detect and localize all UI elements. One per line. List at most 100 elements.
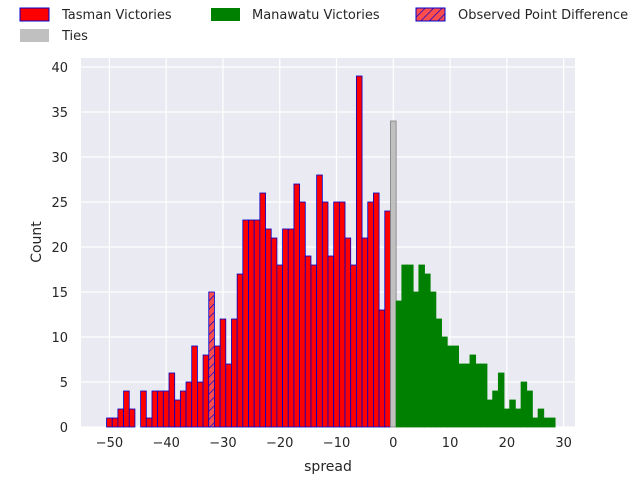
y-axis-label: Count xyxy=(29,221,45,263)
bar-tasman-victories xyxy=(168,372,176,428)
bar-tasman-victories xyxy=(384,210,391,428)
bar-tasman-victories xyxy=(140,390,147,428)
x-axis-label: spread xyxy=(304,459,352,475)
bar-manawatu-victories xyxy=(418,264,425,428)
bar-tasman-victories xyxy=(157,390,164,428)
y-tick-label: 30 xyxy=(51,151,68,166)
bar-manawatu-victories xyxy=(395,300,403,428)
x-tick-label: −10 xyxy=(323,436,350,451)
bar-manawatu-victories xyxy=(435,318,442,428)
bar-tasman-victories xyxy=(310,264,318,428)
legend-label-tasman: Tasman Victories xyxy=(61,8,172,23)
bar-manawatu-victories xyxy=(520,381,528,428)
bar-tasman-victories xyxy=(117,408,124,428)
bar-tasman-victories xyxy=(287,228,295,428)
bar-manawatu-victories xyxy=(509,399,516,428)
bar-manawatu-victories xyxy=(503,408,511,428)
bar-manawatu-victories xyxy=(492,390,499,428)
bar-tasman-victories xyxy=(111,417,119,428)
x-tick-label: 30 xyxy=(555,436,572,451)
x-tick-label: 10 xyxy=(442,436,459,451)
bar-tasman-victories xyxy=(145,417,153,428)
y-tick-label: 40 xyxy=(51,61,68,76)
bar-tasman-victories xyxy=(344,237,352,428)
bar-tasman-victories xyxy=(185,381,193,428)
bar-tasman-victories xyxy=(327,255,335,428)
bar-manawatu-victories xyxy=(532,417,539,428)
bar-tasman-victories xyxy=(265,228,272,428)
bar-manawatu-victories xyxy=(486,399,494,428)
bar-tasman-victories xyxy=(236,273,244,428)
bar-manawatu-victories xyxy=(441,336,448,428)
bar-tasman-victories xyxy=(197,381,204,428)
bar-manawatu-victories xyxy=(480,363,488,428)
bar-tasman-victories xyxy=(282,228,289,428)
bar-tasman-victories xyxy=(304,255,312,428)
bar-tasman-victories xyxy=(106,417,113,428)
x-tick-label: −20 xyxy=(266,436,293,451)
bar-tasman-victories xyxy=(123,390,130,428)
x-tick-label: −30 xyxy=(209,436,236,451)
y-tick-label: 35 xyxy=(51,106,68,121)
legend-swatch-tasman xyxy=(19,7,50,22)
legend-label-ties: Ties xyxy=(61,29,88,44)
bar-manawatu-victories xyxy=(469,354,477,428)
bar-tasman-victories xyxy=(253,219,261,428)
bar-tasman-victories xyxy=(202,354,210,428)
bar-tasman-victories xyxy=(355,75,363,428)
bar-tasman-victories xyxy=(128,408,136,428)
x-tick-label: −40 xyxy=(152,436,179,451)
bar-tasman-victories xyxy=(151,390,159,428)
bar-manawatu-victories xyxy=(452,345,459,428)
y-tick-label: 20 xyxy=(51,241,68,256)
bar-manawatu-victories xyxy=(463,363,471,428)
x-tick-label: −50 xyxy=(96,436,123,451)
legend: Tasman Victories Manawatu Victories Obse… xyxy=(19,7,628,44)
y-tick-labels: 0 5 10 15 20 25 30 35 40 xyxy=(51,61,68,436)
bar-tasman-victories xyxy=(321,201,329,428)
y-tick-label: 25 xyxy=(51,196,68,211)
bar-tasman-victories xyxy=(373,192,380,428)
bar-manawatu-victories xyxy=(549,417,556,428)
bar-tasman-victories xyxy=(299,201,306,428)
bar-tasman-victories xyxy=(276,264,283,428)
bar-tasman-victories xyxy=(259,192,266,428)
bar-tasman-victories xyxy=(350,264,357,428)
bar-observed-hatch xyxy=(208,292,215,427)
bar-tasman-victories xyxy=(231,318,238,428)
bar-tasman-victories xyxy=(248,219,255,428)
bar-tasman-victories xyxy=(242,219,249,428)
bar-tasman-victories xyxy=(338,201,346,428)
y-tick-label: 0 xyxy=(60,421,68,436)
bar-manawatu-victories xyxy=(429,291,437,428)
y-tick-label: 15 xyxy=(51,286,68,301)
bar-tasman-victories xyxy=(219,318,227,428)
bar-manawatu-victories xyxy=(514,408,522,428)
bar-tasman-victories xyxy=(333,201,340,428)
bar-manawatu-victories xyxy=(526,390,533,428)
bar-ties xyxy=(390,120,397,428)
bar-tasman-victories xyxy=(191,345,198,428)
legend-swatch-manawatu xyxy=(211,8,240,21)
bar-manawatu-victories xyxy=(458,363,465,428)
legend-label-observed: Observed Point Difference xyxy=(458,8,628,23)
legend-label-manawatu: Manawatu Victories xyxy=(252,8,380,23)
bar-tasman-victories xyxy=(316,174,323,428)
y-tick-label: 5 xyxy=(60,376,68,391)
bar-tasman-victories xyxy=(270,237,278,428)
bar-tasman-victories xyxy=(179,390,187,428)
bar-tasman-victories xyxy=(293,183,301,428)
bar-manawatu-victories xyxy=(412,291,420,428)
y-tick-label: 10 xyxy=(51,331,68,346)
bar-manawatu-victories xyxy=(407,264,414,428)
bar-manawatu-victories xyxy=(537,408,545,428)
bar-tasman-victories xyxy=(162,390,170,428)
legend-swatch-ties xyxy=(20,29,49,42)
bars-group xyxy=(106,75,556,428)
bar-manawatu-victories xyxy=(497,372,505,428)
bar-tasman-victories xyxy=(225,363,232,428)
bar-manawatu-victories xyxy=(424,273,431,428)
x-tick-labels: −50 −40 −30 −20 −10 0 10 20 30 xyxy=(96,436,572,451)
legend-swatch-observed-hatch xyxy=(416,8,445,21)
